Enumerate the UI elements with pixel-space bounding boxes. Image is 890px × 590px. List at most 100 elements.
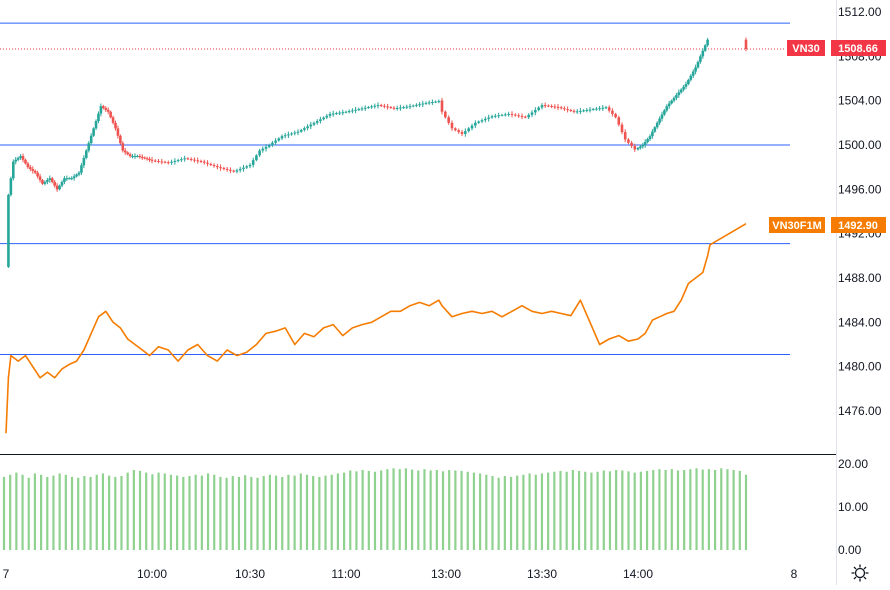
candle — [102, 106, 105, 109]
time-axis[interactable]: 7 10:00 10:30 11:00 13:00 13:30 14:00 8 — [3, 567, 798, 581]
volume-bar — [182, 476, 185, 550]
candle — [335, 113, 338, 115]
volume-bar — [361, 470, 364, 550]
price-tick-label: 1504.00 — [838, 94, 882, 108]
time-tick-label: 11:00 — [331, 567, 360, 581]
candle — [206, 162, 209, 164]
candle — [104, 108, 108, 110]
volume-bar — [720, 468, 723, 550]
candle — [16, 157, 20, 160]
volume-bar — [608, 471, 612, 550]
candle — [651, 131, 654, 137]
candle — [547, 105, 550, 107]
volume-bar — [244, 475, 247, 550]
candle — [585, 109, 589, 111]
candle — [38, 176, 42, 181]
candle — [582, 110, 585, 112]
time-tick-label: 13:30 — [527, 567, 557, 581]
volume-bar — [299, 473, 302, 550]
candle — [569, 109, 573, 111]
candle — [480, 120, 484, 122]
volume-bar — [312, 476, 315, 550]
candle — [328, 113, 332, 116]
candle — [29, 167, 32, 170]
candle — [7, 194, 10, 267]
candle — [70, 178, 73, 180]
volume-bar — [219, 476, 222, 550]
candle — [153, 160, 157, 162]
candle — [293, 132, 297, 134]
volume-bar — [287, 474, 290, 550]
candle — [399, 107, 402, 109]
candle — [111, 117, 115, 123]
volume-bar — [479, 473, 482, 550]
volume-bar — [324, 475, 327, 550]
volume-bar — [373, 471, 377, 550]
volume-bar — [349, 470, 352, 550]
volume-bar — [596, 471, 599, 550]
volume-bar — [138, 470, 142, 550]
candle — [9, 178, 13, 195]
candle — [641, 145, 645, 147]
candle — [255, 155, 258, 161]
settings-gear-icon[interactable] — [851, 564, 869, 582]
volume-bar — [633, 472, 636, 550]
volume-bar — [256, 477, 259, 550]
candle — [588, 109, 592, 111]
candle — [487, 117, 490, 119]
horizontal-lines — [0, 22, 790, 355]
volume-tick-label: 0.00 — [838, 543, 862, 557]
candle — [299, 129, 303, 132]
volume-bar — [738, 470, 741, 550]
candle — [627, 139, 630, 143]
candle — [31, 169, 35, 171]
volume-bar — [89, 476, 92, 550]
volume-bar — [336, 473, 339, 550]
volume-bar — [213, 474, 216, 550]
volume-bar — [151, 474, 154, 550]
candle — [163, 161, 167, 163]
price-axis[interactable]: 1512.001508.001504.001500.001496.001492.… — [838, 5, 882, 418]
candle — [667, 103, 671, 107]
candle — [477, 121, 480, 123]
volume-bar — [540, 473, 544, 550]
volume-bar — [21, 474, 24, 550]
volume-bar — [509, 476, 513, 550]
candle — [114, 122, 117, 129]
candle — [67, 178, 71, 180]
candle — [357, 109, 361, 111]
candle — [601, 107, 605, 109]
candle — [379, 105, 383, 107]
candle — [116, 128, 120, 136]
candle — [620, 124, 624, 133]
candle — [87, 143, 91, 151]
candle — [89, 135, 93, 144]
volume-bar — [472, 472, 476, 550]
volume-bar — [528, 473, 531, 550]
candle — [99, 106, 103, 114]
candle — [660, 114, 664, 119]
candle — [157, 160, 160, 162]
candle — [402, 107, 405, 109]
volume-bar — [676, 470, 680, 550]
volume-bar — [726, 469, 729, 550]
candle — [444, 111, 447, 118]
volume-bar — [250, 476, 253, 550]
candle — [41, 180, 44, 184]
volume-bar — [423, 469, 426, 550]
vn30-candles — [7, 37, 748, 269]
vn30-badge-name: VN30 — [792, 43, 820, 55]
candle — [128, 154, 132, 157]
volume-bar — [77, 477, 80, 550]
candle — [689, 75, 693, 80]
candle — [33, 170, 37, 173]
volume-bar — [194, 474, 197, 550]
candle — [604, 107, 608, 109]
volume-bar — [33, 473, 37, 550]
candle — [703, 45, 707, 51]
volume-axis[interactable]: 20.00 10.00 0.00 — [838, 457, 868, 557]
volume-bar — [200, 475, 203, 550]
volume-bar — [429, 470, 432, 550]
